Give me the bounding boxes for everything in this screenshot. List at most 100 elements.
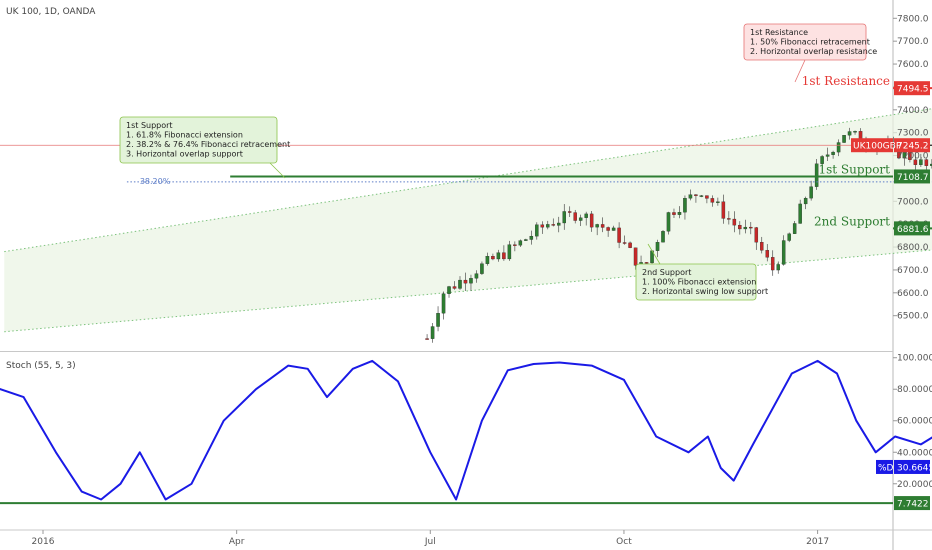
stochastic-indicator xyxy=(0,359,932,505)
candle-up xyxy=(677,212,682,215)
support-1-callout-line: 3. Horizontal overlap support xyxy=(126,150,243,159)
resistance-tag-bg xyxy=(894,81,930,96)
candle-down xyxy=(573,212,577,221)
candle-down xyxy=(502,252,506,260)
support-1-callout-box xyxy=(119,116,278,164)
time-tick-label: Jul xyxy=(424,537,436,547)
candle-down xyxy=(754,227,759,243)
price-tick-label: 7200.0 xyxy=(897,152,929,162)
resistance-callout-pointer xyxy=(794,59,806,83)
price-tick-label: 6500.0 xyxy=(897,312,929,322)
candle-up xyxy=(447,286,451,294)
candle-down xyxy=(540,224,545,228)
candle-up xyxy=(546,224,550,228)
candle-up xyxy=(436,313,440,327)
support-2-callout-box xyxy=(635,263,757,301)
price-tick-label: 7800.0 xyxy=(897,14,929,24)
candle-up xyxy=(524,239,528,241)
symbol-tag-bg xyxy=(851,138,893,153)
candle-down xyxy=(694,194,698,196)
candle-up xyxy=(776,264,780,271)
indicator-title: Stoch (55, 5, 3) xyxy=(6,361,76,371)
candle-up xyxy=(441,293,446,314)
stoch-current-tag-bg xyxy=(894,459,930,474)
indicator-tick-label: 100.0000 xyxy=(897,354,932,364)
candle-up xyxy=(699,195,704,197)
candle-up xyxy=(611,227,616,231)
candle-down xyxy=(617,227,621,243)
candle-up xyxy=(518,240,523,246)
resistance-callout-line: 1. 50% Fibonacci retracement xyxy=(750,38,870,47)
candle-down xyxy=(551,224,556,226)
indicator-axis[interactable]: 20.0000 40.0000 60.0000 80.0000 100.0000 xyxy=(897,354,932,490)
candle-up xyxy=(842,135,846,143)
candle-down xyxy=(924,159,929,166)
price-tick-label: 7700.0 xyxy=(897,37,929,47)
candle-up xyxy=(595,224,599,228)
current-price-tag: 7245.2 xyxy=(894,138,930,153)
candle-up xyxy=(781,240,786,265)
candle-up xyxy=(825,154,830,157)
candle-up xyxy=(430,326,435,339)
candle-down xyxy=(710,198,715,203)
time-axis[interactable]: 2016 Apr Jul Oct 2017 xyxy=(32,537,830,547)
candle-up xyxy=(716,201,720,203)
level-layer: 50.0%38.20%61.80%100.00%80%761st Resista… xyxy=(0,74,932,230)
candle-up xyxy=(661,231,665,243)
resistance-callout-line: 2. Horizontal overlap resistance xyxy=(750,47,877,56)
candle-up xyxy=(578,217,583,221)
support-1-tag-bg xyxy=(894,169,930,184)
candle-down xyxy=(749,226,753,229)
candle-up xyxy=(474,273,479,279)
current-price-tag-bg xyxy=(894,138,930,153)
chart-title: UK 100, 1D, OANDA xyxy=(6,7,96,17)
resistance-tag-text: 7494.5 xyxy=(897,85,929,95)
stoch-d-line xyxy=(0,359,932,501)
price-tick-label: 6700.0 xyxy=(897,266,929,276)
time-tick-label: Apr xyxy=(229,537,245,547)
candle-up xyxy=(683,198,687,213)
price-tick-label: 7000.0 xyxy=(897,197,929,207)
stoch-current-tag: 30.6645 xyxy=(894,459,932,474)
candle-down xyxy=(463,279,468,284)
indicator-tick-label: 40.0000 xyxy=(897,448,932,458)
price-tick-label: 6600.0 xyxy=(897,289,929,299)
candle-down xyxy=(425,338,429,340)
candle-up xyxy=(792,223,797,234)
candle-down xyxy=(567,211,572,213)
symbol-tag-text: UK100GBP xyxy=(853,142,902,152)
symbol-tag: UK100GBP xyxy=(851,138,902,153)
candle-down xyxy=(770,257,775,271)
candle-up xyxy=(787,233,791,241)
candle-up xyxy=(831,151,835,155)
candle-down xyxy=(606,227,610,231)
candle-up xyxy=(584,213,588,218)
candle-up xyxy=(496,252,501,260)
support-2-callout-line: 2. Horizontal swing low support xyxy=(642,287,768,296)
resistance-tag: 7494.5 xyxy=(894,81,930,96)
channel-fill xyxy=(4,108,932,332)
candle-down xyxy=(491,256,495,260)
trend-channel xyxy=(4,108,932,333)
candle-up xyxy=(480,263,484,274)
support-1-callout-line: 1st Support xyxy=(126,121,173,130)
price-tags: 7494.5 7245.2 7108.7 6881.6 UK100GBP %D 30.664… xyxy=(851,81,932,511)
candle-up xyxy=(820,156,824,164)
support-1-callout-pointer xyxy=(269,162,286,179)
candle-down xyxy=(589,213,594,228)
stoch-level-tag-text: 7.7422 xyxy=(897,500,929,510)
candle-up xyxy=(809,186,813,199)
stoch-current-tag-text: 30.6645 xyxy=(897,463,932,473)
candle-down xyxy=(727,218,731,220)
indicator-tick-label: 20.0000 xyxy=(897,480,932,490)
candle-up xyxy=(666,212,671,232)
candle-up xyxy=(803,197,808,205)
resistance-callout-line: 1st Resistance xyxy=(750,28,808,37)
candle-up xyxy=(919,159,923,165)
candle-up xyxy=(557,222,561,226)
